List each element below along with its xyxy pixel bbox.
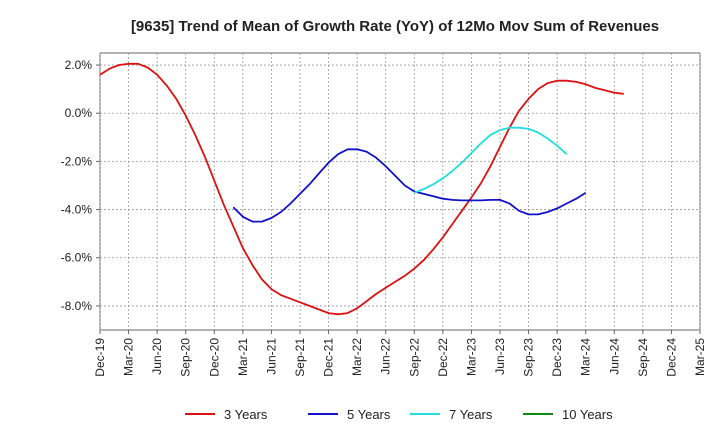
x-tick-label: Dec-21 [322, 338, 336, 377]
legend-label: 3 Years [224, 407, 268, 422]
x-tick-label: Dec-22 [436, 338, 450, 377]
x-tick-label: Jun-24 [607, 338, 621, 375]
x-tick-label: Dec-24 [664, 338, 678, 377]
y-tick-label: 0.0% [65, 106, 93, 120]
x-tick-label: Jun-21 [264, 338, 278, 375]
series-line-3-years [99, 62, 624, 316]
x-tick-label: Sep-21 [293, 338, 307, 377]
x-tick-label: Jun-23 [493, 338, 507, 375]
x-tick-label: Sep-23 [522, 338, 536, 377]
x-tick-label: Dec-19 [93, 338, 107, 377]
plot-area [99, 52, 701, 331]
legend-label: 7 Years [449, 407, 493, 422]
y-tick-label: -8.0% [61, 299, 93, 313]
legend-label: 10 Years [562, 407, 613, 422]
y-tick-label: -4.0% [61, 203, 93, 217]
legend-label: 5 Years [347, 407, 391, 422]
y-tick-label: -6.0% [61, 251, 93, 265]
y-tick-label: -2.0% [61, 154, 93, 168]
x-tick-label: Mar-20 [122, 338, 136, 376]
series-layer [99, 62, 624, 316]
series-line-5-years [232, 148, 587, 223]
x-tick-label: Mar-23 [464, 338, 478, 376]
legend: 3 Years 5 Years 7 Years 10 Years [185, 407, 613, 422]
y-tick-label: 2.0% [65, 58, 93, 72]
x-tick-label: Sep-22 [407, 338, 421, 377]
x-tick-label: Sep-24 [636, 338, 650, 377]
grid-layer [99, 53, 701, 330]
axis-layer: 2.0% 0.0% -2.0% -4.0% -6.0% -8.0% Dec-19 Mar-20… [61, 58, 707, 377]
series-line-7-years [413, 126, 568, 194]
x-tick-label: Mar-24 [579, 338, 593, 376]
x-tick-label: Jun-22 [379, 338, 393, 375]
x-tick-label: Dec-20 [207, 338, 221, 377]
x-tick-label: Jun-20 [150, 338, 164, 375]
x-tick-label: Sep-20 [179, 338, 193, 377]
x-tick-label: Dec-23 [550, 338, 564, 377]
x-tick-label: Mar-25 [693, 338, 707, 376]
chart-title: [9635] Trend of Mean of Growth Rate (YoY… [131, 18, 659, 35]
x-tick-label: Mar-21 [236, 338, 250, 376]
x-tick-label: Mar-22 [350, 338, 364, 376]
